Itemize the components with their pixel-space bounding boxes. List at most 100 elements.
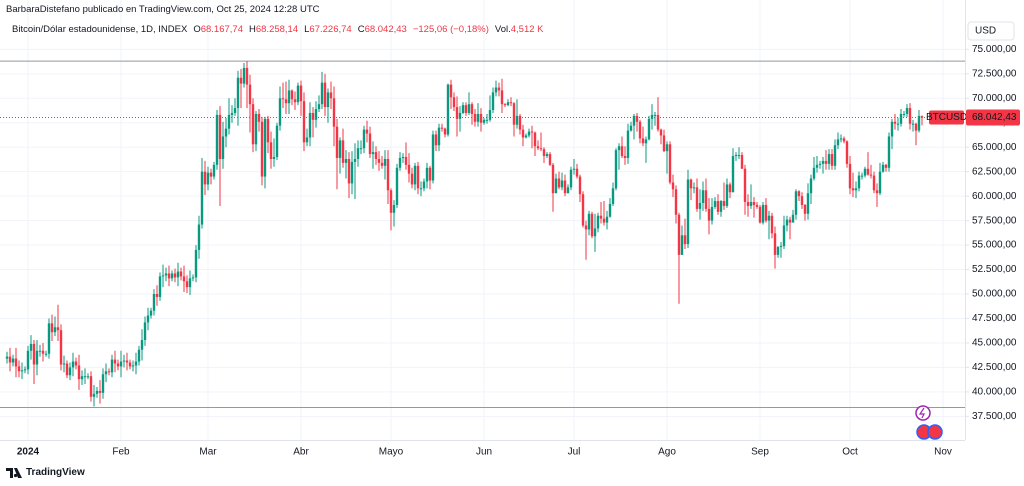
candle-body [269, 142, 273, 159]
candle-body [227, 114, 231, 129]
candle-body [881, 164, 885, 172]
candle-body [218, 114, 222, 159]
currency[interactable]: USD [975, 26, 996, 37]
candle-body [119, 361, 123, 367]
candle-body [551, 164, 555, 194]
candle-body [38, 350, 42, 352]
candle-body [893, 121, 897, 124]
candle-body [638, 121, 642, 139]
x-tick-label: 2024 [17, 447, 40, 458]
candle-body [20, 370, 24, 372]
candle-body [443, 128, 447, 135]
candle-body [836, 139, 840, 146]
price-tag: 68.042,43 [972, 112, 1017, 123]
candle-body [449, 84, 453, 98]
candle-body [98, 390, 102, 393]
candle-body [17, 366, 21, 372]
icon[interactable] [915, 405, 931, 421]
candle-body [848, 163, 852, 189]
candle-body [734, 155, 738, 157]
candle-body [854, 188, 858, 191]
candle-body [152, 294, 156, 311]
candle-body [728, 184, 732, 193]
candle-body [668, 144, 672, 183]
candle-body [746, 202, 750, 206]
candle-body [506, 102, 510, 106]
candle-body [410, 173, 414, 185]
candle-body [785, 219, 789, 226]
candle-body [362, 129, 366, 149]
candle-body [524, 135, 528, 138]
candle-body [350, 161, 354, 184]
candle-body [245, 67, 249, 85]
candle-body [125, 360, 129, 363]
legend-item: O68.167,74 [193, 24, 243, 35]
candle-body [515, 115, 519, 125]
candle-body [293, 99, 297, 103]
candle-body [377, 158, 381, 163]
candle-body [863, 168, 867, 176]
candle-body [752, 202, 756, 205]
candle-body [194, 249, 198, 278]
candle-body [425, 167, 429, 182]
candle-body [602, 218, 606, 223]
candle-body [317, 104, 321, 110]
candle-body [731, 156, 735, 193]
candle-body [845, 141, 849, 164]
candle-body [908, 108, 912, 124]
currency-box[interactable] [967, 21, 1015, 41]
legend-value: 68.258,14 [255, 24, 299, 35]
legend-key: O [193, 24, 201, 35]
candle-body [383, 158, 387, 166]
x-tick-label: Oct [842, 447, 858, 458]
candle-body [422, 181, 426, 189]
y-tick-label: 40.000,00 [972, 387, 1017, 398]
candle-body [593, 228, 597, 237]
y-tick-label: 57.500,00 [972, 215, 1017, 226]
x-tick-label: Abr [293, 447, 309, 458]
legend-value: 68.042,43 [364, 24, 407, 35]
legend-value: 4,512 K [510, 24, 544, 35]
candle-body [128, 362, 132, 367]
candle-body [251, 104, 255, 145]
candle-body [716, 201, 720, 212]
candle-body [911, 123, 915, 125]
candle-body [47, 323, 51, 354]
logo [6, 467, 22, 478]
legend-value: 68.167,74 [200, 24, 243, 35]
y-tick-label: 60.000,00 [972, 191, 1017, 202]
candle-body [629, 125, 633, 131]
candle-body [689, 179, 693, 189]
candle-body [41, 350, 45, 354]
candle-body [578, 176, 582, 195]
y-tick-label: 62.500,00 [972, 166, 1017, 177]
candle-body [905, 108, 909, 114]
candle-body [806, 193, 810, 214]
candle-body [278, 98, 282, 126]
candle-body [308, 112, 312, 138]
candle-body [758, 206, 762, 223]
y-tick-label: 70.000,00 [972, 93, 1017, 104]
candle-body [647, 118, 651, 140]
candle-body [335, 126, 339, 158]
candle-body [479, 113, 483, 123]
candle-body [914, 123, 918, 131]
candle-body [50, 323, 54, 333]
candle-body [920, 116, 924, 118]
candle-body [851, 188, 855, 191]
candle-body [401, 157, 405, 159]
candle-body [482, 119, 486, 123]
candle-body [869, 174, 873, 176]
candle-body [614, 150, 618, 189]
candle-body [233, 108, 237, 113]
candle-body [788, 219, 792, 223]
x-tick-label: Mayo [379, 447, 404, 458]
candle-body [248, 84, 252, 105]
candle-body [659, 129, 663, 136]
candle-body [74, 361, 78, 366]
candle-body [704, 190, 708, 209]
legend-key: H [248, 24, 256, 35]
icon[interactable] [927, 424, 943, 440]
y-tick-label: 65.000,00 [972, 142, 1017, 153]
candle-body [866, 168, 870, 175]
